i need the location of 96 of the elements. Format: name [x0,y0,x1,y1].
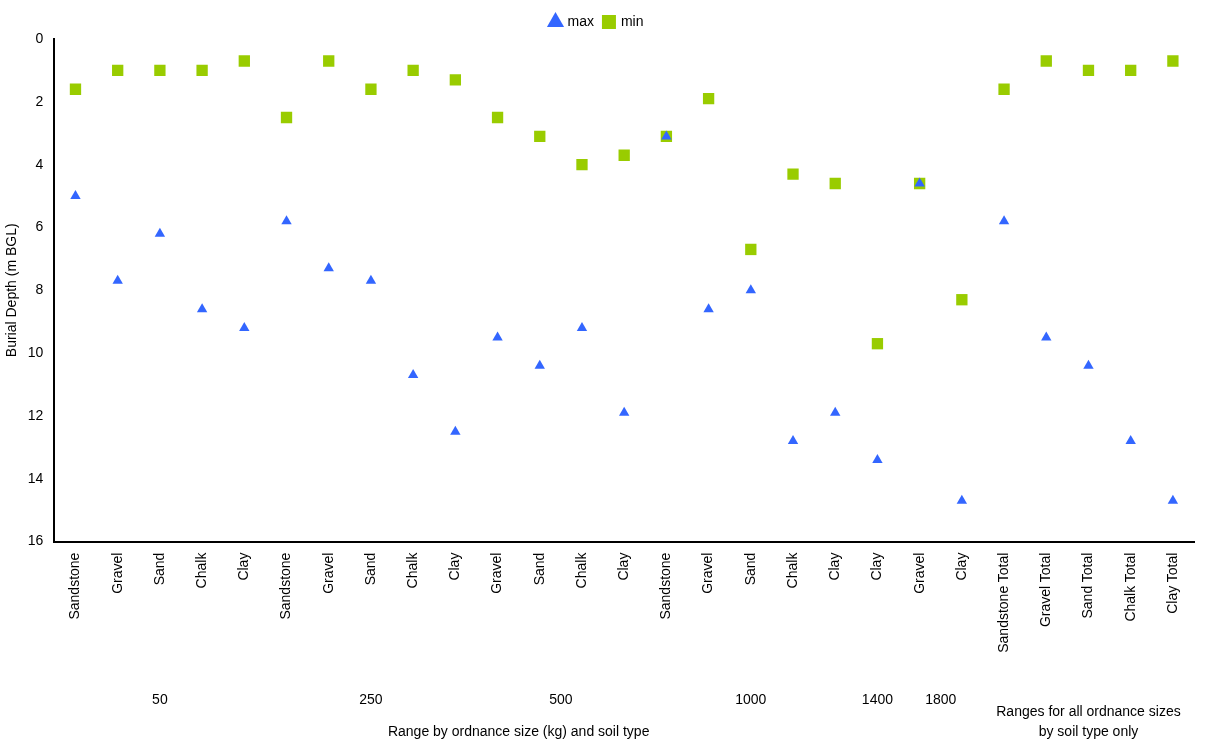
x-tick-label: Clay [446,552,463,581]
point [112,64,124,77]
point [1082,64,1095,77]
point [829,177,841,190]
legend-label: max [567,12,594,29]
y-tick-label: 10 [27,343,44,360]
y-tick-label: 0 [35,29,44,46]
point [323,55,335,67]
point [280,111,293,124]
x-tick-label: Sandstone [277,552,294,620]
point [1167,494,1179,504]
point [1040,55,1052,67]
x-tick-label: Gravel [910,552,927,594]
legend-label: min [620,12,644,29]
point [1125,435,1136,445]
point [407,369,419,379]
point [365,83,377,95]
x-tick-label: Gravel [108,552,125,594]
point [281,215,292,225]
x-tick-label: Gravel [699,552,716,594]
x-tick-label: Sandstone [66,552,83,620]
y-axis-title: Burial Depth (m BGL) [3,223,20,358]
point [450,425,461,435]
point [830,406,841,416]
text: 500 [549,690,573,707]
x-tick-label: Chalk [192,551,209,589]
x-tick-label: Chalk Total [1121,552,1138,622]
y-tick-label: 16 [27,532,44,549]
point [154,227,166,237]
x-tick-label: Sand [150,552,167,586]
x-tick-label: Clay Total [1163,552,1180,614]
x-tick-label: Clay [826,552,843,581]
text: Range by ordnance size (kg) and soil type [387,722,650,739]
x-tick-label: Sand Total [1079,552,1096,619]
point [871,338,884,350]
point [702,93,715,105]
point [492,331,503,341]
y-tick-label: 2 [35,92,44,109]
point [576,158,588,171]
text: 250 [359,690,383,707]
point [703,303,714,313]
x-tick-label: Chalk [572,551,589,589]
text: 50 [152,690,168,707]
point [745,243,757,256]
point [69,83,82,95]
x-tick-label: Clay [615,552,632,581]
point [1125,64,1137,77]
x-tick-label: Sandstone Total [994,552,1011,653]
y-tick-label: 12 [27,406,44,423]
x-tick-label: Sandstone [657,552,674,620]
point [618,406,630,416]
point [365,274,377,284]
x-tick-label: Gravel [319,552,336,594]
point [534,359,545,369]
y-tick-label: 6 [35,218,44,235]
x-tick-label: Clay [235,552,252,581]
point [956,294,968,306]
y-tick-label: 8 [35,281,44,298]
text: 1000 [735,690,767,707]
point [491,111,504,124]
point [576,321,588,331]
point [787,168,799,180]
x-tick-label: Sand [741,552,758,586]
point [787,435,799,445]
point [1083,359,1094,369]
x-tick-label: Gravel Total [1037,552,1054,628]
point [238,55,250,67]
x-tick-label: Clay [952,552,969,581]
point [449,74,462,86]
point [70,190,81,200]
point [239,321,250,331]
point [407,64,419,77]
text: 1800 [925,690,957,707]
point [745,284,757,294]
point [196,64,208,77]
point [534,130,546,143]
x-tick-label: Sand [361,552,378,586]
point [112,274,123,284]
text: Ranges for all ordnance sizes by soil type only [996,702,1181,739]
x-tick-label: Gravel [488,552,505,594]
point [323,262,334,272]
y-tick-label: 14 [27,469,44,486]
x-tick-label: Chalk [404,551,420,589]
x-tick-label: Sand [530,552,547,586]
point [1167,55,1179,67]
point [956,494,968,504]
point [154,64,166,77]
point [998,83,1010,95]
point [196,303,208,313]
x-tick-label: Chalk [783,551,800,589]
point [998,215,1010,225]
text: 1400 [861,690,894,707]
y-tick-label: 4 [35,155,44,172]
point [618,149,630,161]
x-tick-label: Clay [868,552,885,581]
point [872,453,883,463]
